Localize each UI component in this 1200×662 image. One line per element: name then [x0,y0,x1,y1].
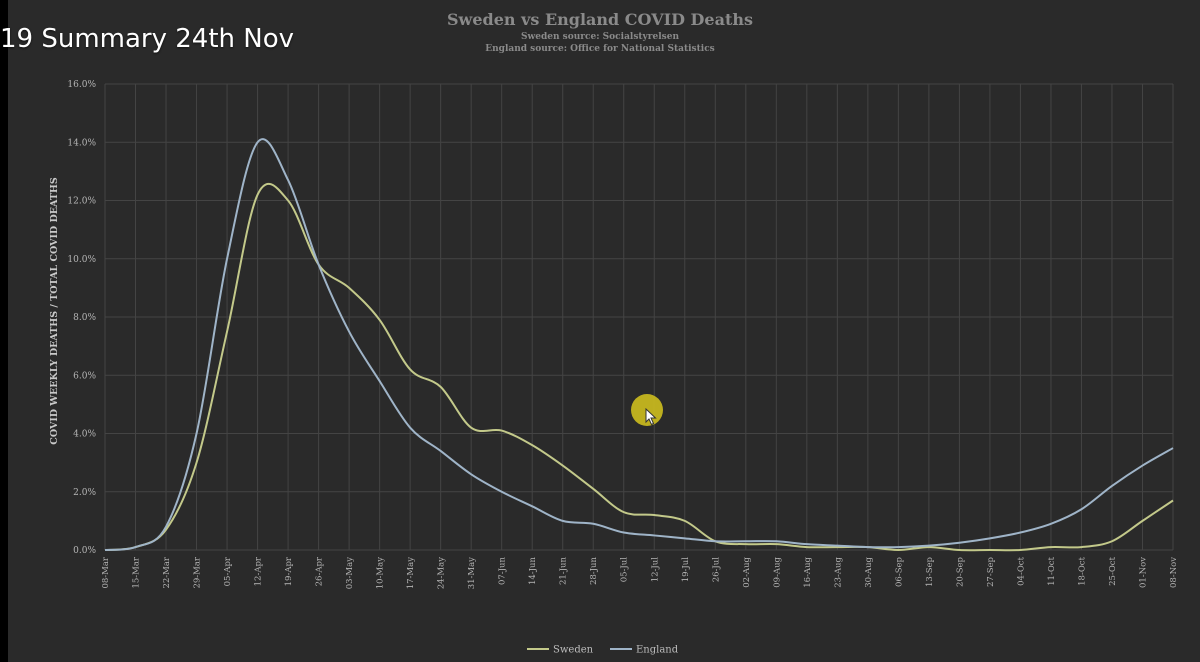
x-tick-label: 27-Sep [986,556,996,587]
x-tick-labels: 08-Mar 15-Mar 22-Mar 29-Mar 05-Apr 12-Apr 19-A… [101,556,1179,589]
x-tick-label: 22-Mar [162,556,172,588]
series-lines [104,138,1174,552]
x-tick-label: 26-Jul [711,557,721,583]
y-tick-label: 6.0% [73,371,96,381]
x-tick-label: 04-Oct [1016,556,1026,585]
x-tick-label: 23-Aug [833,556,843,587]
y-tick-label: 4.0% [73,430,96,440]
y-axis-label: COVID WEEKLY DEATHS / TOTAL COVID DEATHS [49,177,60,445]
chart-subtitle-sweden-source: Sweden source: Socialstyrelsen [520,32,679,42]
x-tick-label: 25-Oct [1108,556,1118,585]
chart-subtitle-england-source: England source: Office for National Stat… [485,44,715,54]
x-tick-label: 28-Jun [589,556,599,585]
cursor-arrow-icon [645,408,657,426]
x-tick-label: 30-Aug [864,556,874,587]
mouse-cursor-highlight [631,394,663,426]
y-tick-label: 14.0% [67,138,96,148]
x-tick-label: 09-Aug [772,556,782,587]
video-edge [0,0,8,662]
x-tick-label: 12-Jul [650,557,660,583]
x-tick-label: 19-Apr [284,556,294,586]
x-tick-label: 02-Aug [742,556,752,587]
grid-lines [104,83,1174,551]
x-tick-label: 11-Oct [1047,556,1057,585]
x-tick-label: 01-Nov [1138,557,1148,588]
x-tick-label: 15-Mar [132,556,142,588]
x-tick-label: 05-Apr [223,556,233,586]
x-tick-label: 26-Apr [315,556,325,586]
x-tick-label: 18-Oct [1077,556,1087,585]
y-tick-label: 12.0% [67,197,96,207]
video-title: 19 Summary 24th Nov [0,24,295,54]
x-tick-label: 20-Sep [955,556,965,587]
x-tick-label: 19-Jul [681,557,691,583]
series-line-sweden [104,182,1174,552]
x-tick-label: 07-Jun [498,556,508,585]
x-tick-label: 10-May [376,557,386,589]
y-tick-label: 2.0% [73,488,96,498]
legend-label-sweden: Sweden [553,645,594,656]
x-tick-label: 03-May [345,557,355,589]
y-tick-label: 16.0% [67,80,96,90]
x-tick-label: 17-May [406,557,416,589]
x-tick-label: 24-May [437,557,447,589]
chart-title: Sweden vs England COVID Deaths [447,10,753,29]
x-tick-label: 21-Jun [559,556,569,585]
legend: Sweden England [527,645,679,656]
x-tick-label: 13-Sep [925,556,935,587]
x-tick-label: 16-Aug [803,556,813,587]
x-tick-label: 29-Mar [193,556,203,588]
x-tick-label: 06-Sep [894,556,904,587]
y-tick-label: 8.0% [73,313,96,323]
x-tick-label: 14-Jun [528,556,538,585]
x-tick-label: 31-May [467,557,477,589]
x-tick-label: 12-Apr [254,556,264,586]
y-tick-labels: 0.0% 2.0% 4.0% 6.0% 8.0% 10.0% 12.0% 14.0% 16.0% [67,80,96,556]
x-tick-label: 08-Nov [1169,557,1179,588]
legend-label-england: England [636,645,679,656]
x-tick-label: 05-Jul [620,557,630,583]
series-line-england [104,138,1174,551]
y-tick-label: 10.0% [67,255,96,265]
x-tick-label: 08-Mar [101,556,111,588]
y-tick-label: 0.0% [73,546,96,556]
